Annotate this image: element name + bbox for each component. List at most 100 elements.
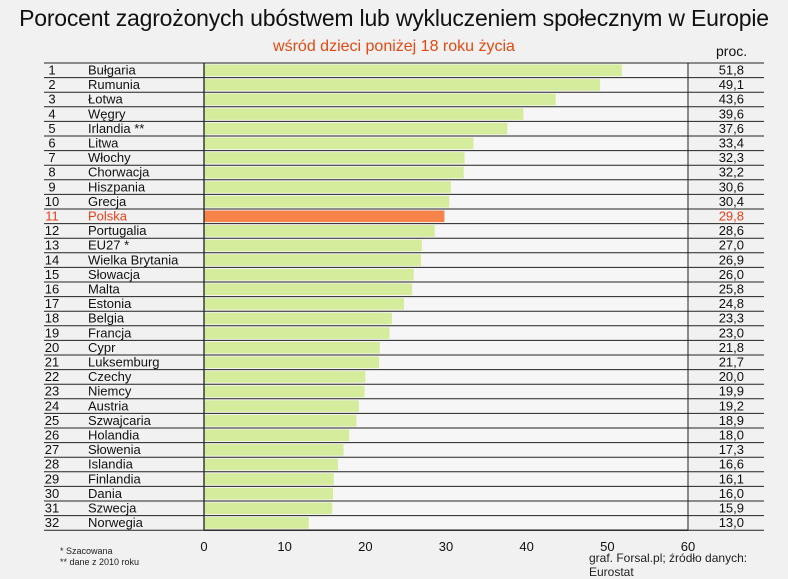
rank-label: 7 <box>48 150 55 165</box>
bar <box>204 429 350 442</box>
bar <box>204 371 366 383</box>
rank-label: 2 <box>48 77 55 92</box>
value-label: 30,4 <box>719 194 744 209</box>
country-label: Czechy <box>88 369 132 384</box>
rank-label: 25 <box>45 413 59 428</box>
bar <box>204 181 451 193</box>
x-tick-label: 60 <box>681 539 695 554</box>
country-label: Litwa <box>88 136 119 151</box>
country-label: Irlandia ** <box>88 121 144 136</box>
value-label: 51,8 <box>719 63 744 78</box>
bar <box>204 166 464 179</box>
x-tick-label: 40 <box>519 539 533 554</box>
chart-title: Porocent zagrożonych ubóstwem lub wykluc… <box>19 5 769 31</box>
value-label: 16,1 <box>719 471 744 486</box>
value-label: 30,6 <box>719 179 744 194</box>
bar <box>204 473 334 485</box>
country-label: Słowacja <box>88 267 141 282</box>
unit-label: proc. <box>716 43 748 59</box>
rank-label: 9 <box>48 179 55 194</box>
bar <box>204 108 524 120</box>
country-label: Holandia <box>88 428 140 443</box>
value-label: 23,0 <box>719 325 744 340</box>
bar <box>204 458 338 471</box>
bar <box>204 414 357 427</box>
value-label: 18,9 <box>719 413 744 428</box>
country-label: Belgia <box>88 311 125 326</box>
value-label: 15,9 <box>719 501 744 516</box>
country-label: Rumunia <box>88 77 141 92</box>
rank-label: 31 <box>45 501 59 516</box>
rank-label: 14 <box>45 252 59 267</box>
country-label: Wielka Brytania <box>88 252 179 267</box>
value-label: 18,0 <box>719 428 744 443</box>
x-tick-label: 30 <box>439 539 453 554</box>
rank-label: 28 <box>45 457 59 472</box>
value-label: 17,3 <box>719 442 744 457</box>
value-label: 19,2 <box>719 398 744 413</box>
rank-label: 6 <box>48 136 55 151</box>
country-label: Łotwa <box>88 92 123 107</box>
bar <box>204 312 392 325</box>
rank-label: 21 <box>45 355 59 370</box>
bar <box>204 152 465 164</box>
country-label: Dania <box>88 486 123 501</box>
rank-label: 12 <box>45 223 59 238</box>
country-label: Finlandia <box>88 471 142 486</box>
rank-label: 11 <box>45 209 59 224</box>
rank-label: 19 <box>45 325 59 340</box>
value-label: 49,1 <box>719 77 744 92</box>
bar <box>204 283 413 296</box>
value-label: 33,4 <box>719 136 744 151</box>
country-label: Włochy <box>88 150 131 165</box>
bar <box>204 502 333 515</box>
rank-label: 13 <box>45 238 59 253</box>
rank-label: 20 <box>45 340 59 355</box>
rank-label: 17 <box>45 296 59 311</box>
value-label: 29,8 <box>719 209 744 224</box>
x-tick-label: 20 <box>358 539 372 554</box>
value-label: 13,0 <box>719 515 744 530</box>
country-label: Cypr <box>88 340 116 355</box>
rank-label: 8 <box>48 165 55 180</box>
country-label: Hiszpania <box>88 179 146 194</box>
value-label: 32,2 <box>719 165 744 180</box>
bar-highlight <box>204 210 445 223</box>
country-label: Niemcy <box>88 384 132 399</box>
value-label: 25,8 <box>719 282 744 297</box>
value-label: 28,6 <box>719 223 744 238</box>
rank-label: 26 <box>45 428 59 443</box>
bar <box>204 327 390 339</box>
bar <box>204 239 422 252</box>
value-label: 16,6 <box>719 457 744 472</box>
chart-subtitle: wśród dzieci poniżej 18 roku życia <box>273 38 515 55</box>
value-label: 21,7 <box>719 355 744 370</box>
value-label: 20,0 <box>719 369 744 384</box>
value-label: 27,0 <box>719 238 744 253</box>
footnote-2010: ** dane z 2010 roku <box>60 557 140 567</box>
rank-label: 1 <box>48 63 55 78</box>
rank-label: 23 <box>45 384 59 399</box>
x-tick-label: 10 <box>277 539 291 554</box>
country-label: Grecja <box>88 194 127 209</box>
country-label: Chorwacja <box>88 165 150 180</box>
rank-label: 10 <box>45 194 59 209</box>
footnote-estimated: * Szacowana <box>60 546 113 556</box>
bar <box>204 298 405 310</box>
rank-label: 32 <box>45 515 59 530</box>
country-label: Polska <box>88 209 128 224</box>
rank-label: 24 <box>45 398 59 413</box>
bar <box>204 93 556 106</box>
bar <box>204 356 380 369</box>
country-label: Estonia <box>88 296 132 311</box>
value-label: 26,0 <box>719 267 744 282</box>
bar <box>204 79 601 91</box>
country-label: Szwecja <box>88 501 137 516</box>
value-label: 24,8 <box>719 296 744 311</box>
country-label: Islandia <box>88 457 134 472</box>
country-label: Norwegia <box>88 515 144 530</box>
value-label: 39,6 <box>719 106 744 121</box>
rank-label: 15 <box>45 267 59 282</box>
bar <box>204 487 334 500</box>
